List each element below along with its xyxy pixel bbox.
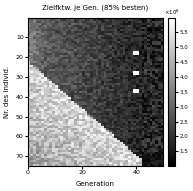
X-axis label: Generation: Generation	[76, 181, 115, 187]
Y-axis label: Nr. des Individ.: Nr. des Individ.	[4, 66, 10, 118]
Title: $\times 10^8$: $\times 10^8$	[164, 8, 179, 17]
Title: Zielfktw. je Gen. (85% besten): Zielfktw. je Gen. (85% besten)	[42, 4, 149, 11]
